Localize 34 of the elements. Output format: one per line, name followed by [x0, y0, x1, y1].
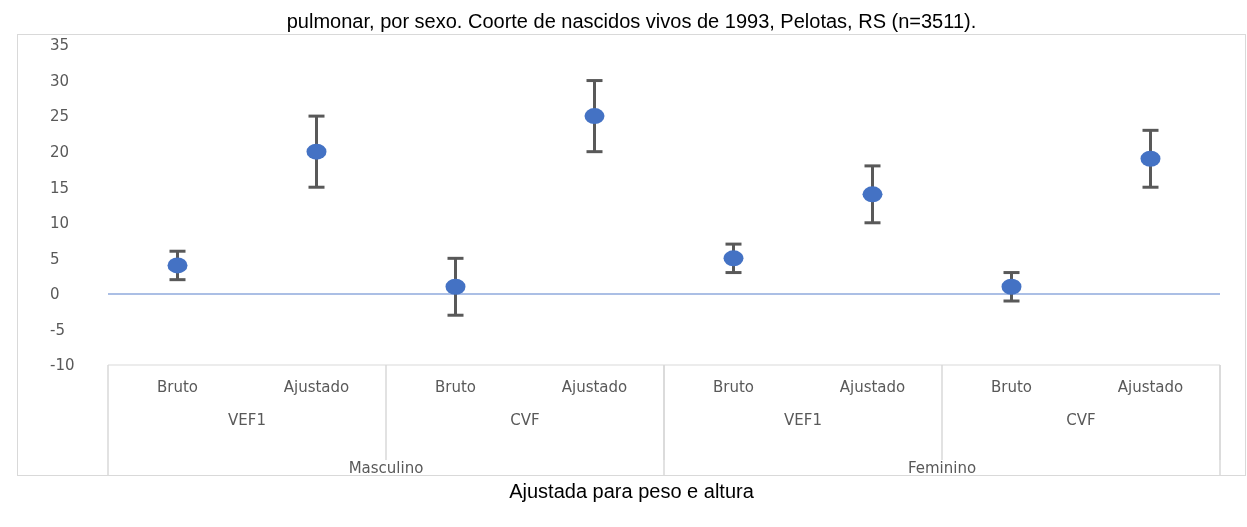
x-tick-label: Bruto — [712, 377, 755, 396]
text: Feminino — [907, 459, 977, 477]
x-tick-label: Ajustado — [561, 377, 628, 396]
y-tick-label: -5 — [50, 320, 65, 339]
point — [167, 257, 188, 274]
point — [445, 278, 466, 295]
text: Masculino — [348, 459, 424, 477]
text: Ajustada para peso e altura — [508, 480, 755, 503]
text: VEF1 — [228, 411, 266, 429]
text: VEF1 — [784, 411, 822, 429]
point — [1001, 278, 1022, 295]
y-tick-label: 10 — [50, 214, 70, 233]
y-tick-label: 20 — [50, 142, 70, 161]
point — [1140, 150, 1161, 167]
y-tick-label: 25 — [50, 107, 70, 126]
chart-title: pulmonar, por sexo. Coorte de nascidos vivos de 1993, Pelotas, RS (n=3511). — [285, 9, 978, 34]
x-tick-label: Ajustado — [839, 377, 906, 396]
y-tick-label: 5 — [50, 249, 60, 268]
y-tick-label: 15 — [50, 178, 70, 197]
y-tick-label: 35 — [50, 36, 70, 55]
point — [862, 186, 883, 203]
point — [584, 108, 605, 125]
x-tick-label: Bruto — [434, 377, 477, 396]
y-tick-label: 30 — [50, 71, 70, 90]
point — [306, 143, 327, 160]
x-tick-label: Bruto — [156, 377, 199, 396]
y-tick-label: 0 — [50, 285, 60, 304]
y-tick-label: -10 — [50, 356, 75, 375]
x-tick-label: Ajustado — [283, 377, 350, 396]
x-tick-label: Bruto — [990, 377, 1033, 396]
point — [723, 250, 744, 267]
text: CVF — [510, 411, 540, 429]
text: CVF — [1066, 411, 1096, 429]
x-tick-label: Ajustado — [1117, 377, 1184, 396]
